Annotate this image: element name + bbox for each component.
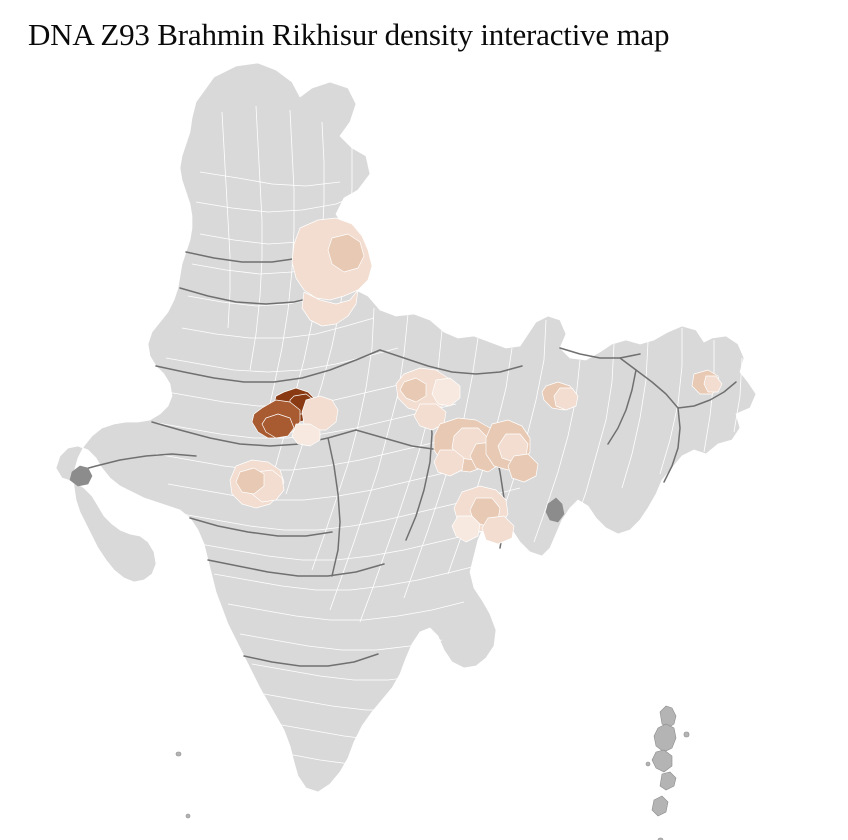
andaman-nicobar-islands [645, 705, 690, 840]
region-assam-spot[interactable] [691, 369, 723, 395]
india-landmass [55, 62, 757, 793]
region-madhya-pradesh-west[interactable] [229, 459, 285, 509]
india-map-canvas[interactable] [0, 52, 848, 840]
offshore-islands [69, 465, 690, 840]
page-title: DNA Z93 Brahmin Rikhisur density interac… [28, 17, 670, 52]
choropleth-highlight-layer[interactable] [229, 217, 723, 545]
region-odisha-cluster[interactable] [451, 485, 515, 545]
region-bihar-cluster[interactable] [395, 367, 461, 431]
lakshadweep-island-b [185, 813, 191, 819]
region-uttarakhand-cluster[interactable] [291, 217, 373, 327]
region-west-bengal-cluster[interactable] [485, 419, 539, 483]
region-madhya-pradesh-halo[interactable] [291, 395, 339, 447]
india-outline [55, 62, 757, 793]
india-choropleth-svg[interactable] [0, 52, 848, 840]
region-north-bengal-corridor[interactable] [541, 381, 579, 411]
lakshadweep-island-a [175, 751, 182, 757]
sundarban-island [545, 497, 565, 523]
diu-island [69, 465, 93, 487]
